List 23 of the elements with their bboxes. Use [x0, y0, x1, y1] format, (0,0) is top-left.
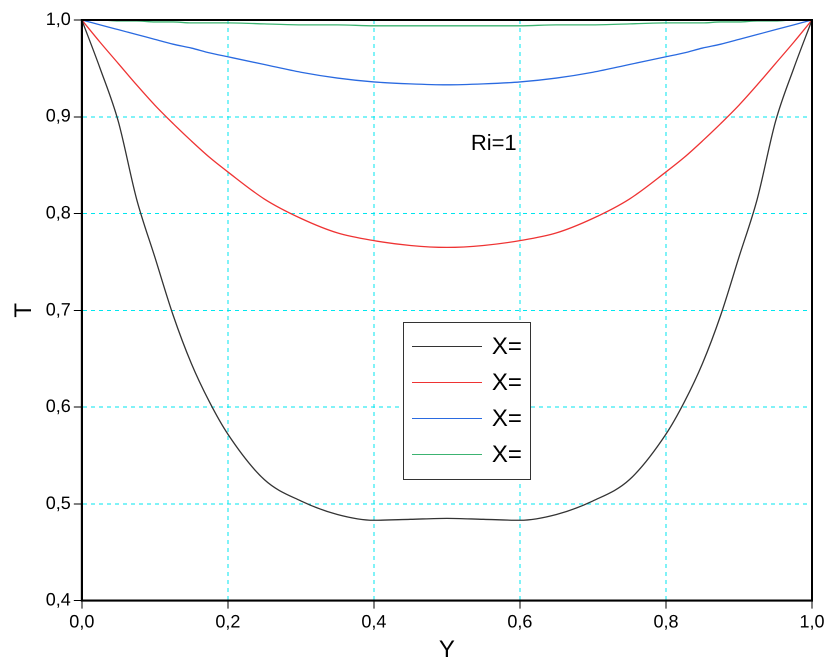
y-axis-title: T — [10, 302, 38, 318]
y-tick-label: 0,5 — [46, 492, 71, 513]
y-tick-label: 0,7 — [46, 299, 71, 320]
legend-label: X= — [492, 368, 522, 397]
x-tick-label: 0,6 — [507, 611, 532, 632]
line-series — [82, 20, 812, 86]
x-tick-label: 0,8 — [653, 611, 678, 632]
y-tick-label: 0,6 — [46, 396, 71, 416]
x-tick-label: 1,0 — [799, 611, 825, 632]
x-tick-label: 0,2 — [215, 611, 240, 632]
line-series — [82, 20, 812, 521]
x-tick-label: 0,0 — [69, 611, 94, 632]
y-tick-label: 1,0 — [46, 8, 71, 29]
legend-label: X= — [492, 332, 522, 361]
y-tick-label: 0,4 — [46, 590, 71, 610]
x-tick-label: 0,4 — [361, 611, 386, 632]
annotation: Ri=1 — [470, 130, 517, 156]
x-axis-title: Y — [438, 636, 455, 664]
y-tick-label: 0,8 — [46, 202, 71, 222]
legend-label: X= — [492, 440, 522, 469]
y-tick-label: 0,9 — [46, 106, 71, 126]
legend-label: X= — [492, 404, 522, 433]
line-series — [82, 20, 812, 248]
